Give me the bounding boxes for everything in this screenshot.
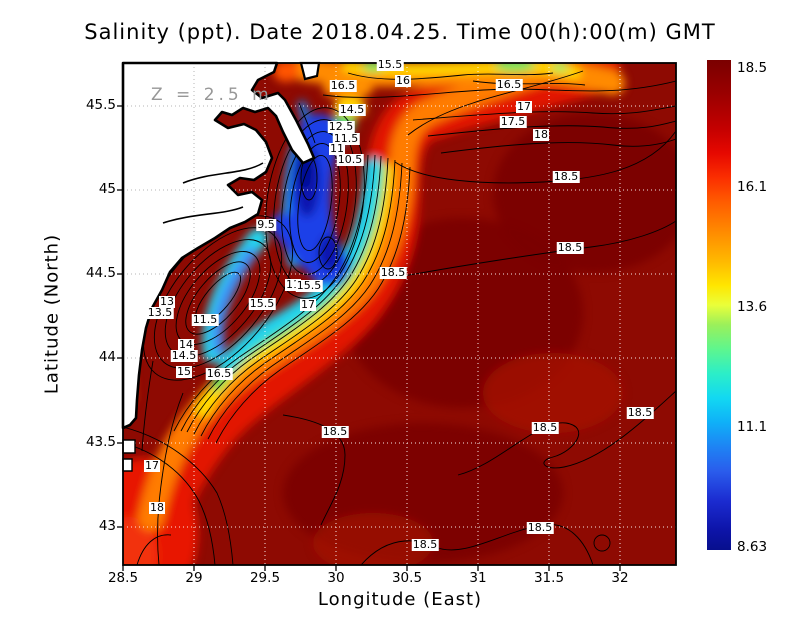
colorbar-tick-label: 13.6 [737,299,768,315]
x-tick-label: 29 [185,570,203,586]
colorbar-tick-label: 16.1 [737,179,768,195]
plot-title: Salinity (ppt). Date 2018.04.25. Time 00… [84,20,716,44]
y-tick-label: 44 [98,349,116,365]
contour-label: 15 [176,365,192,378]
river-branches [162,162,264,224]
contour-label: 18.5 [531,421,559,434]
x-tick-label: 30.5 [391,570,423,586]
contour-label: 9.5 [256,218,276,231]
contour-label: 13.5 [146,306,174,319]
y-axis-label: Latitude (North) [41,233,63,395]
contour-label: 17 [300,298,316,311]
contour-label: 14 [178,338,194,351]
x-tick-label: 29.5 [249,570,281,586]
contour-label: 11 [329,142,345,155]
contour-label: 16 [395,74,411,87]
contour-label: 15.5 [376,58,404,71]
contour-label: 15.5 [295,279,323,292]
y-tick-label: 43.5 [85,434,116,450]
land-mass [121,61,316,430]
contour-label: 17 [516,100,532,113]
contour-label: 18.5 [526,521,554,534]
colorbar [707,60,731,550]
plot-area: Z = 2.5 m 15.5 16 16.5 16.5 17 17.5 18 18.5 14.5… [117,59,677,571]
contour-label: 12.5 [327,120,355,133]
y-tick-label: 45 [98,181,116,197]
contour-label: 18 [149,501,165,514]
contour-label: 17 [144,459,160,472]
contour-label: 11.5 [332,132,360,145]
contour-label: 15.5 [248,297,276,310]
colorbar-tick-label: 18.5 [737,60,768,76]
x-tick-label: 31.5 [533,570,565,586]
colorbar-tick-label: 8.63 [737,539,768,555]
contour-label: 18.5 [379,266,407,279]
contour-label: 18.5 [556,241,584,254]
contour-label: 16.5 [495,78,523,91]
contour-label: 16.5 [329,79,357,92]
contour-label: 10.5 [336,153,364,166]
contour-label: 14.5 [170,349,198,362]
x-tick-label: 28.5 [107,570,139,586]
contour-label: 18.5 [552,170,580,183]
island [299,61,321,81]
contour-label: 17.5 [499,115,527,128]
depth-annotation: Z = 2.5 m [151,85,273,105]
contour-label: 18.5 [321,425,349,438]
x-axis-label: Longitude (East) [317,589,483,610]
y-tick-label: 45.5 [85,97,116,113]
y-tick-label: 43 [98,518,116,534]
axis-ticks [117,105,621,571]
contour-label: 18 [533,128,549,141]
x-tick-label: 30 [327,570,345,586]
x-tick-label: 31 [469,570,487,586]
contour-label: 18.5 [626,406,654,419]
y-tick-label: 44.5 [85,265,116,281]
contour-label: 16.5 [205,367,233,380]
x-tick-label: 32 [611,570,629,586]
contour-label: 14.5 [338,103,366,116]
contour-label: 13 [159,295,175,308]
colorbar-tick-label: 11.1 [737,419,768,435]
map-canvas [117,61,677,571]
coastline [121,61,321,472]
contour-lines [123,70,676,565]
contour-label: 11.5 [191,313,219,326]
contour-label: 18.5 [411,538,439,551]
